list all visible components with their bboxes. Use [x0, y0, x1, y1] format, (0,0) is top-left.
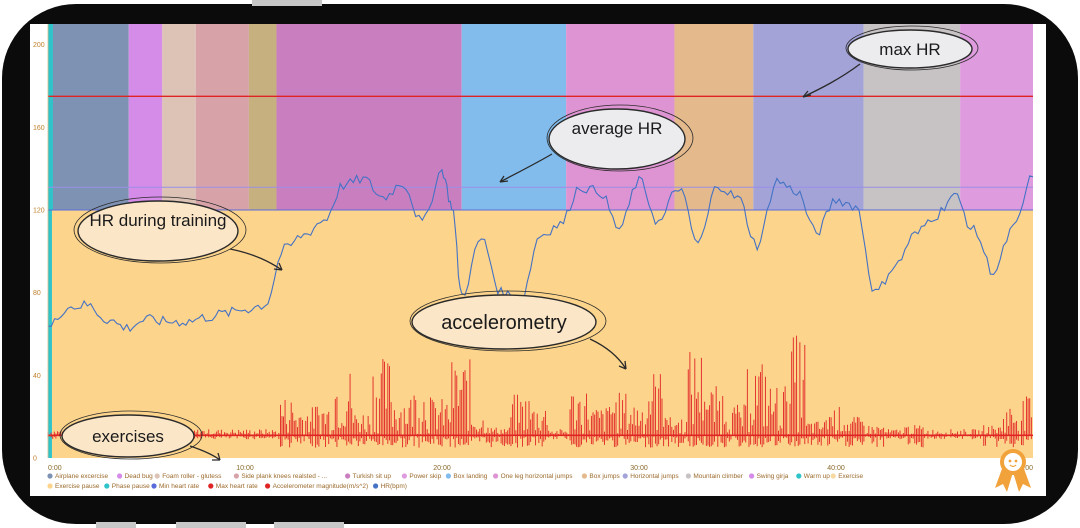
- x-tick-label: 0:00: [48, 465, 62, 472]
- legend-marker: [685, 473, 692, 479]
- exercise-band: [195, 24, 249, 210]
- legend-entry: Dead bug: [125, 473, 154, 480]
- legend-entry: Turkish sit up: [353, 473, 392, 480]
- y-tick-label: 40: [33, 373, 41, 380]
- legend: Airplane excercise Dead bug Foam roller - …: [47, 473, 864, 490]
- annotation-accelerometry: accelerometry: [409, 290, 627, 370]
- legend-marker: [154, 473, 160, 479]
- legend-marker: [749, 473, 755, 479]
- exercise-band: [960, 24, 1033, 210]
- annotation-average-hr: average HR: [499, 104, 694, 183]
- legend-marker: [208, 483, 214, 489]
- legend-entry: Horizontal jumps: [630, 473, 679, 480]
- legend-marker: [117, 473, 123, 479]
- legend-entry: Phase pause: [112, 483, 150, 490]
- legend-entry: One leg horizontal jumps: [501, 473, 574, 480]
- legend-marker: [373, 483, 379, 489]
- legend-entry: Foam roller - glutess: [162, 473, 222, 480]
- chart-screen: 200 160 120 80 40 0 0:00 10:00 20:00 30:00 40:00 5…: [30, 24, 1046, 496]
- legend-marker: [581, 473, 588, 479]
- y-tick-label: 200: [33, 42, 45, 49]
- device-button: [274, 522, 344, 528]
- annotation-exercises: exercises: [59, 410, 221, 461]
- legend-entry: Max heart rate: [216, 483, 258, 490]
- legend-marker: [830, 473, 836, 479]
- legend-marker: [445, 473, 451, 479]
- legend-entry: Warm up: [804, 473, 831, 480]
- legend-entry: Exercise pause: [55, 483, 100, 490]
- y-tick-label: 160: [33, 125, 45, 132]
- exercise-band: [162, 24, 196, 210]
- exercise-band: [248, 24, 277, 210]
- legend-marker: [233, 473, 239, 479]
- x-tick-label: 30:00: [630, 465, 648, 472]
- legend-marker: [151, 483, 157, 489]
- exercise-band: [461, 24, 567, 210]
- y-tick-label: 0: [33, 456, 37, 463]
- award-badge-icon: [995, 449, 1031, 492]
- legend-marker: [622, 473, 628, 479]
- x-tick-label: 20:00: [433, 465, 451, 472]
- legend-marker: [493, 473, 499, 479]
- y-tick-label: 80: [33, 290, 41, 297]
- legend-marker: [47, 483, 53, 489]
- warm-up-band: [48, 24, 53, 458]
- legend-entry: Power skip: [409, 473, 441, 480]
- legend-entry: Accelerometer magnitude(m/s^2): [273, 483, 369, 490]
- annotation-max-hr-label: max HR: [879, 40, 940, 59]
- device-button: [96, 522, 136, 528]
- hr-series-line: [47, 168, 1034, 333]
- exercise-band: [753, 24, 864, 210]
- legend-entry: Min heart rate: [159, 483, 199, 490]
- exercise-band: [276, 24, 462, 210]
- legend-entry: HR(bpm): [381, 483, 407, 490]
- legend-marker: [796, 473, 802, 479]
- exercise-band: [51, 24, 129, 210]
- y-tick-label: 120: [33, 208, 45, 215]
- annotation-max-hr: max HR: [802, 25, 979, 98]
- x-tick-label: 50:00: [1015, 465, 1033, 472]
- exercise-band: [674, 24, 754, 210]
- legend-marker: [104, 483, 110, 489]
- legend-marker: [265, 483, 271, 489]
- legend-entry: Airplane excercise: [55, 473, 108, 480]
- exercise-band: [128, 24, 163, 210]
- annotation-exercises-label: exercises: [92, 427, 164, 446]
- x-axis-ticks: 0:00 10:00 20:00 30:00 40:00 50:00: [48, 465, 1033, 472]
- legend-marker: [47, 473, 53, 479]
- legend-marker: [345, 473, 351, 479]
- legend-entry: Side plank knees realsted - ...: [241, 473, 327, 480]
- device-button: [252, 0, 322, 6]
- legend-entry: Swing girja: [757, 473, 789, 480]
- legend-entry: Box landing: [453, 473, 487, 480]
- annotation-accelerometry-label: accelerometry: [441, 312, 567, 334]
- legend-entry: Mountain climber: [693, 473, 743, 480]
- hr-accelerometry-chart: 200 160 120 80 40 0 0:00 10:00 20:00 30:00 40:00 5…: [33, 24, 1034, 492]
- annotation-hr-training: HR during training: [73, 196, 283, 271]
- x-tick-label: 40:00: [827, 465, 845, 472]
- legend-marker: [401, 473, 407, 479]
- x-tick-label: 10:00: [236, 465, 254, 472]
- legend-entry: Box jumps: [589, 473, 620, 480]
- device-button: [176, 522, 246, 528]
- annotation-average-hr-label: average HR: [572, 119, 663, 138]
- annotation-hr-training-label: HR during training: [89, 211, 226, 230]
- y-axis-ticks: 200 160 120 80 40 0: [33, 24, 49, 463]
- legend-entry: Exercise: [838, 473, 863, 480]
